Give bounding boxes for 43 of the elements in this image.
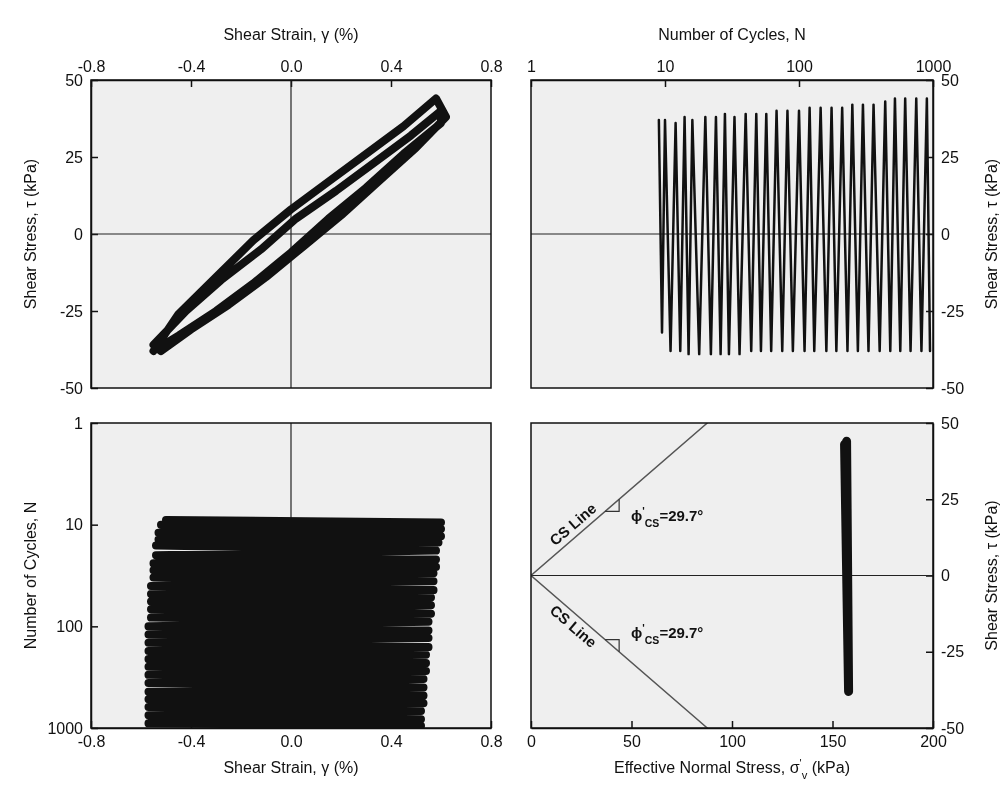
y-tick-label: -25 <box>941 643 965 661</box>
y-tick-label: 25 <box>941 490 959 508</box>
y-tick-label: 0 <box>74 225 84 243</box>
y-axis-title: Shear Stress, τ (kPa) <box>22 158 39 310</box>
x-axis-title: Number of Cycles, N <box>658 26 806 43</box>
x-tick-label: 150 <box>819 733 847 751</box>
x-tick-label: -0.4 <box>177 733 206 751</box>
y-tick-label: 25 <box>941 148 959 166</box>
x-axis-title: Shear Strain, γ (%) <box>223 759 359 776</box>
y-tick-label: 50 <box>941 71 959 89</box>
x-tick-label: 0.0 <box>280 58 303 75</box>
annotation: CS Line <box>546 499 600 549</box>
x-tick-label: 0.0 <box>280 733 303 751</box>
x-axis-title: Effective Normal Stress, σ$^{'}$$_{v}$ (kPa) <box>613 757 851 781</box>
x-tick-label: 50 <box>623 733 641 751</box>
y-tick-label: 0 <box>941 225 950 243</box>
y-axis-title: Shear Stress, τ (kPa) <box>982 500 1000 651</box>
y-tick-label: -25 <box>59 302 84 320</box>
y-tick-label: 25 <box>65 148 84 166</box>
y-axis-title: Shear Stress, τ (kPa) <box>982 158 1000 310</box>
x-tick-label: 10 <box>656 58 675 75</box>
x-tick-label: 0.4 <box>380 58 403 75</box>
x-tick-label: -0.4 <box>177 58 206 75</box>
y-tick-label: 1 <box>74 414 84 432</box>
annotation: ϕ$^{'}$$_{CS}$=29.7° <box>631 505 704 530</box>
x-tick-label: 100 <box>719 733 746 751</box>
x-tick-label: 100 <box>786 58 813 75</box>
x-tick-label: 1 <box>527 58 537 75</box>
y-tick-label: -50 <box>941 379 965 397</box>
x-tick-label: 0.4 <box>380 733 403 751</box>
y-axis-title: Number of Cycles, N <box>22 501 39 650</box>
y-tick-label: -50 <box>59 379 84 397</box>
y-tick-label: 0 <box>941 567 950 585</box>
x-axis-title: Shear Strain, γ (%) <box>223 26 359 43</box>
y-tick-label: 10 <box>65 516 84 534</box>
y-tick-label: -25 <box>941 302 965 320</box>
x-tick-label: 0 <box>527 733 537 751</box>
x-tick-label: 200 <box>920 733 947 751</box>
y-tick-label: 100 <box>56 617 84 635</box>
x-tick-label: 0.8 <box>480 58 503 75</box>
annotation: ϕ$^{'}$$_{CS}$=29.7° <box>631 621 704 646</box>
x-tick-label: 0.8 <box>480 733 503 751</box>
y-tick-label: 50 <box>941 414 959 432</box>
